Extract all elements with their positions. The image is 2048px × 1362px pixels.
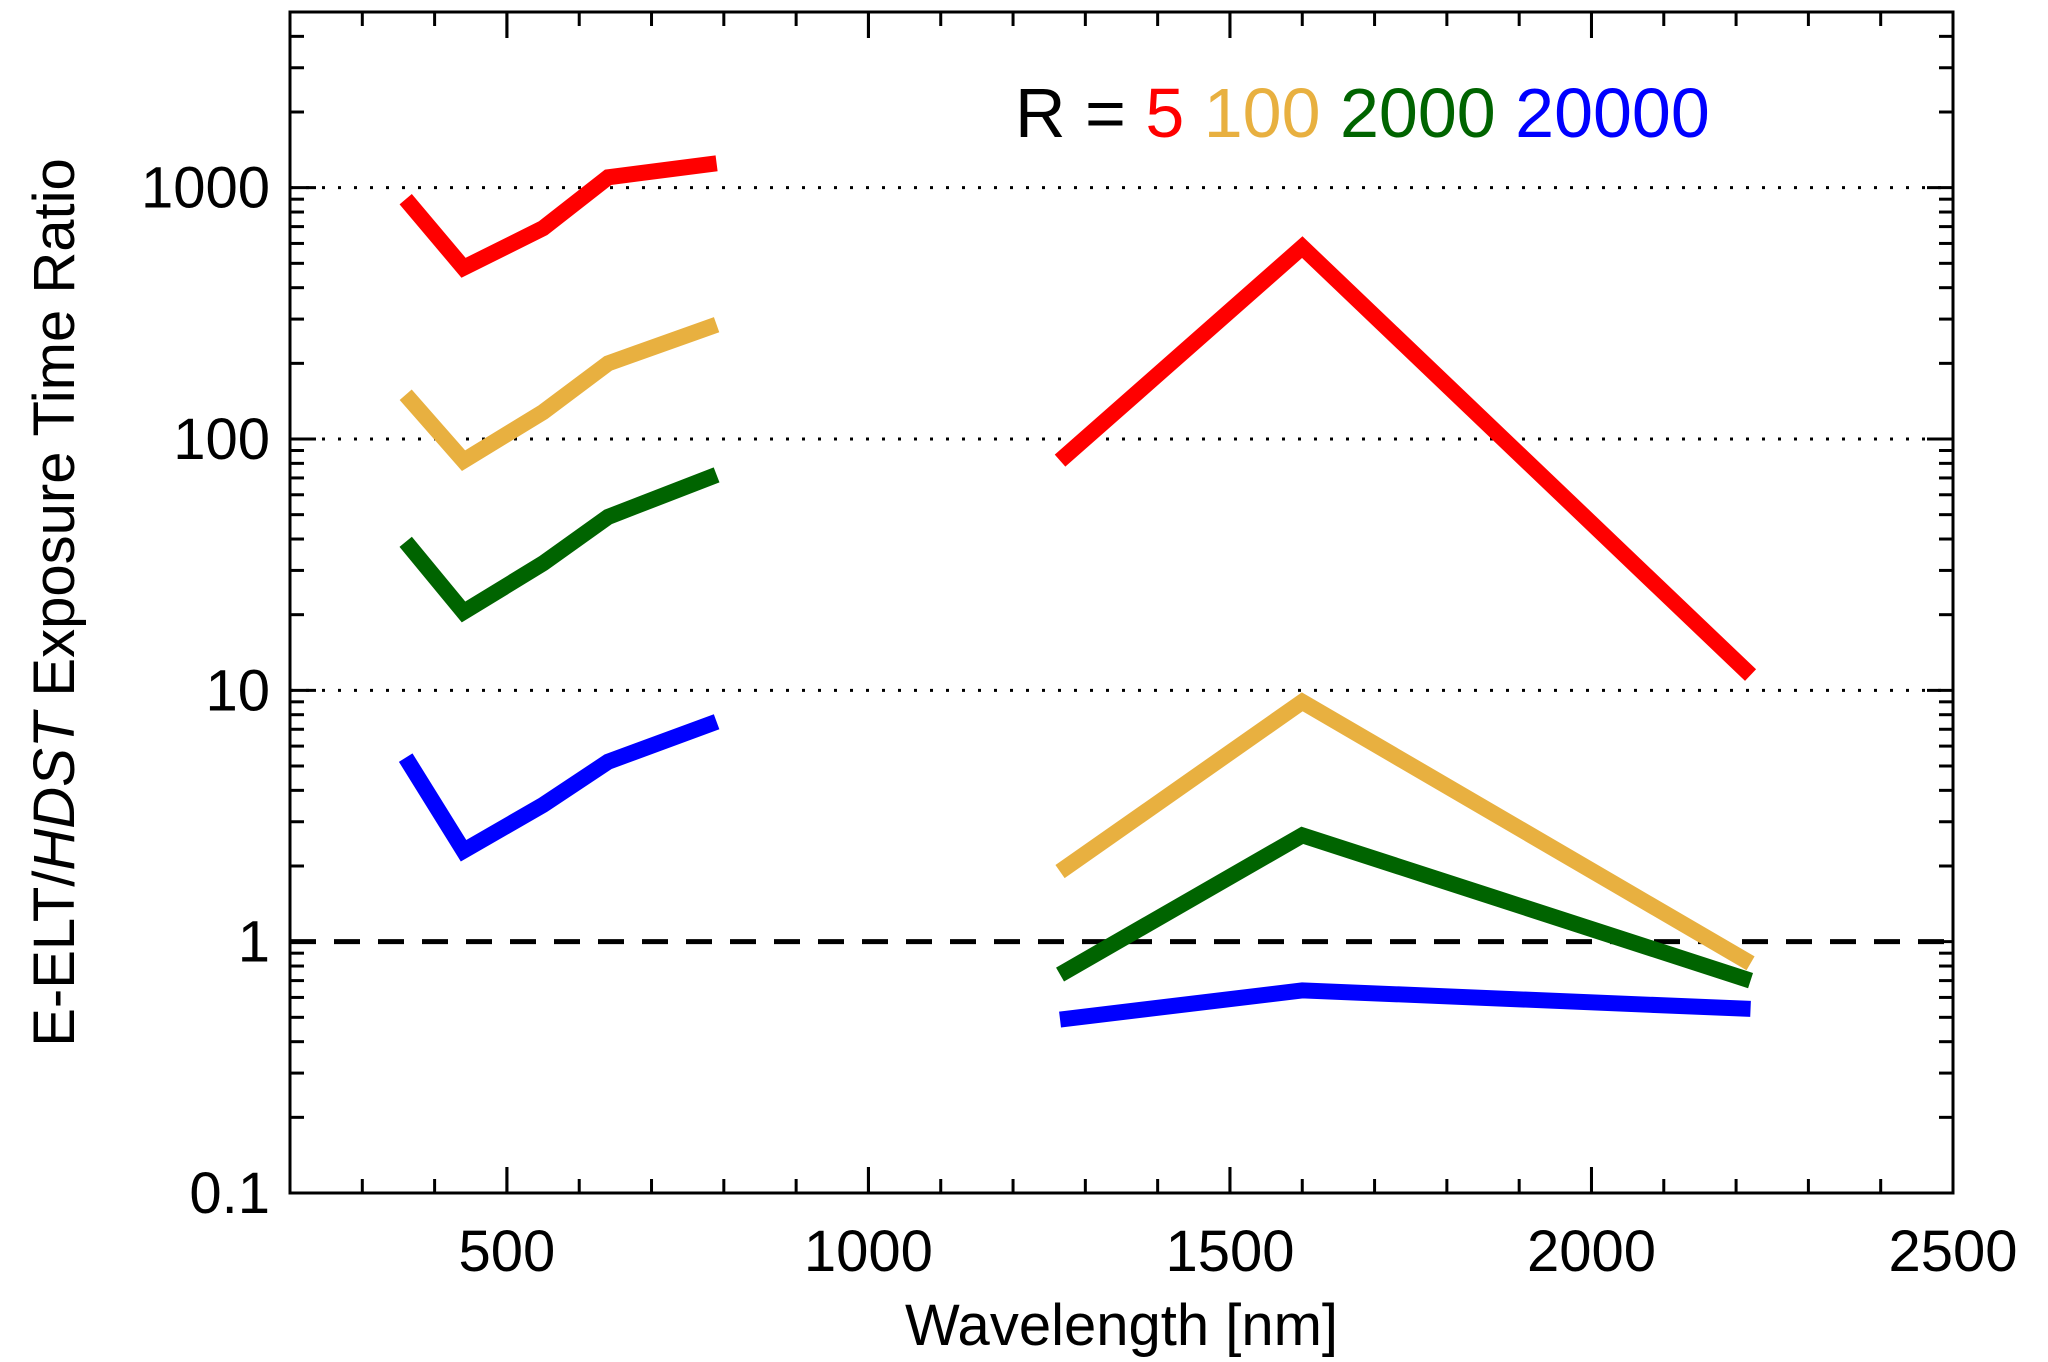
- y-tick-label: 100: [173, 407, 270, 472]
- legend-entry-20000: 20000: [1496, 74, 1710, 152]
- series-line-5: [1054, 236, 1757, 681]
- series-line-5: [399, 155, 718, 278]
- y-tick-label: 1: [238, 910, 270, 975]
- series-line-100: [399, 317, 720, 472]
- legend-entry-5: 5: [1145, 74, 1184, 152]
- legend: R = 5 100 2000 20000: [1015, 74, 1710, 152]
- y-tick-label: 0.1: [189, 1161, 270, 1226]
- y-axis-title: E-ELT/HDST Exposure Time Ratio: [22, 158, 87, 1047]
- series-line-2000: [1056, 826, 1754, 989]
- x-axis-title: Wavelength [nm]: [905, 1293, 1338, 1358]
- label-layer: 500 1000 1500 2000 2500 0.1 1 10 100 1000: [141, 156, 2018, 1284]
- plot-frame: [288, 10, 1955, 1195]
- x-tick-label: 2000: [1527, 1219, 1656, 1284]
- x-tick-label: 1000: [804, 1219, 933, 1284]
- x-tick-label: 2500: [1888, 1219, 2017, 1284]
- y-axis-title-italic: HDST: [22, 709, 87, 870]
- tick-layer: [290, 10, 1955, 1195]
- y-tick-label: 10: [205, 658, 270, 723]
- y-tick-label: 1000: [141, 156, 270, 221]
- series-line-20000: [398, 714, 720, 862]
- legend-entry-2000: 2000: [1321, 74, 1496, 152]
- legend-entry-100: 100: [1184, 74, 1320, 152]
- x-tick-label: 1500: [1165, 1219, 1294, 1284]
- legend-text: R = 5 100 2000 20000: [1015, 74, 1710, 152]
- legend-prefix: R =: [1015, 74, 1145, 152]
- series-line-100: [1055, 692, 1755, 971]
- x-tick-label: 500: [459, 1219, 556, 1284]
- series-layer: [398, 155, 1757, 1028]
- series-line-20000: [1059, 982, 1751, 1028]
- y-axis-title-prefix: E-ELT/: [22, 870, 87, 1047]
- grid-layer: [290, 186, 1953, 945]
- y-axis-title-suffix: Exposure Time Ratio: [22, 158, 87, 712]
- series-line-2000: [399, 467, 720, 623]
